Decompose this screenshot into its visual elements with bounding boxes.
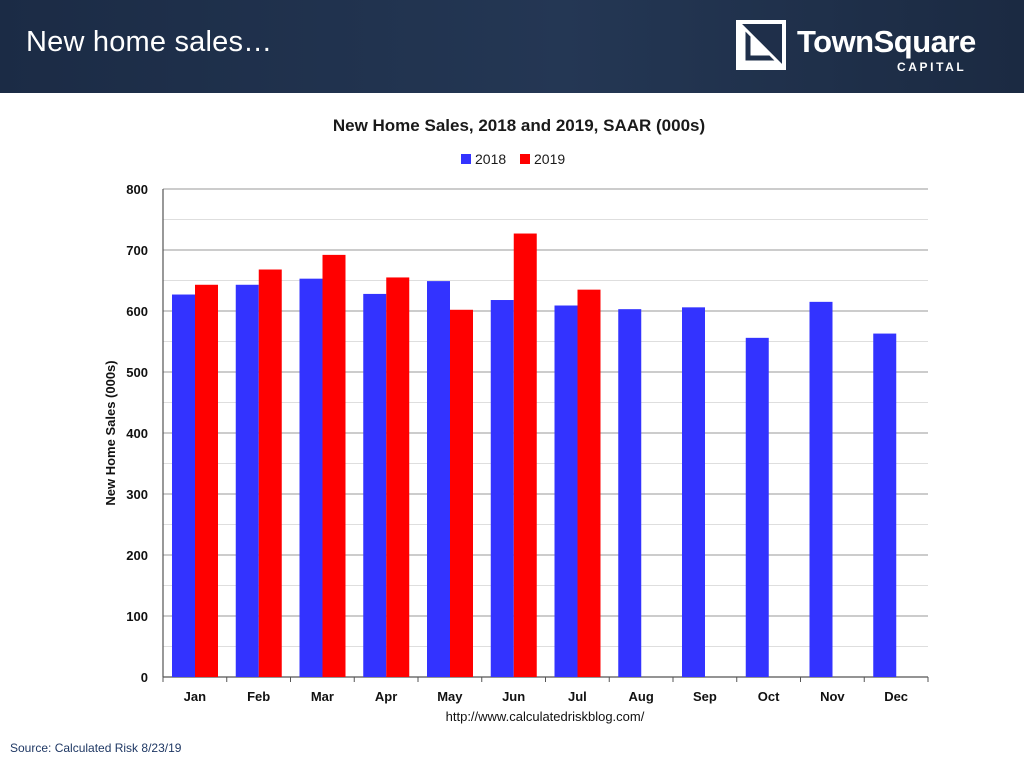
chart-source-url: http://www.calculatedriskblog.com/ [446, 709, 645, 724]
legend-label-2018: 2018 [475, 151, 506, 167]
bar-2018-Sep [682, 307, 705, 677]
bar-2018-Mar [299, 278, 323, 677]
bar-2019-Mar [322, 254, 346, 677]
bar-2019-May [450, 309, 473, 677]
y-axis-label: New Home Sales (000s) [103, 360, 118, 505]
header-bar: New home sales… TownSquare CAPITAL [0, 0, 1024, 93]
y-tick-label: 0 [141, 670, 148, 685]
townsquare-logo-icon [736, 20, 786, 70]
x-tick-label: Jun [502, 689, 525, 704]
y-tick-label: 500 [126, 365, 148, 380]
y-tick-label: 400 [126, 426, 148, 441]
bar-2018-Jul [554, 305, 578, 677]
bar-2018-Nov [809, 301, 833, 677]
y-tick-label: 600 [126, 304, 148, 319]
x-tick-label: Apr [375, 689, 397, 704]
x-tick-label: Jan [184, 689, 206, 704]
x-tick-label: Mar [311, 689, 334, 704]
y-tick-label: 300 [126, 487, 148, 502]
bar-2018-Jan [172, 294, 195, 677]
bar-2018-Feb [235, 284, 259, 677]
slide-title: New home sales… [26, 26, 273, 58]
bar-2019-Jan [195, 284, 218, 677]
x-tick-label: Nov [820, 689, 845, 704]
legend-swatch-2018 [461, 154, 471, 164]
x-tick-label: Feb [247, 689, 270, 704]
bar-2018-Aug [618, 309, 642, 677]
bar-2018-Jun [490, 300, 514, 677]
source-note: Source: Calculated Risk 8/23/19 [10, 741, 182, 755]
bar-2019-Feb [258, 269, 282, 677]
bar-2018-May [427, 281, 450, 677]
x-tick-label: Oct [758, 689, 780, 704]
y-tick-label: 800 [126, 182, 148, 197]
y-tick-label: 200 [126, 548, 148, 563]
bar-2019-Jun [513, 233, 537, 677]
x-tick-label: Jul [568, 689, 587, 704]
x-tick-label: Sep [693, 689, 717, 704]
bar-chart: New Home Sales, 2018 and 2019, SAAR (000… [103, 116, 929, 724]
x-tick-label: Dec [884, 689, 908, 704]
y-tick-label: 700 [126, 243, 148, 258]
logo-subtitle: CAPITAL [897, 60, 967, 74]
bar-2019-Apr [386, 277, 410, 677]
logo-name: TownSquare [797, 24, 976, 59]
legend-label-2019: 2019 [534, 151, 565, 167]
bar-2018-Oct [745, 337, 769, 677]
y-tick-label: 100 [126, 609, 148, 624]
bar-2019-Jul [577, 289, 601, 677]
legend-swatch-2019 [520, 154, 530, 164]
x-tick-label: May [437, 689, 463, 704]
bar-2018-Apr [363, 293, 387, 677]
chart-title: New Home Sales, 2018 and 2019, SAAR (000… [333, 116, 705, 135]
x-tick-label: Aug [628, 689, 653, 704]
bar-2018-Dec [873, 333, 897, 677]
